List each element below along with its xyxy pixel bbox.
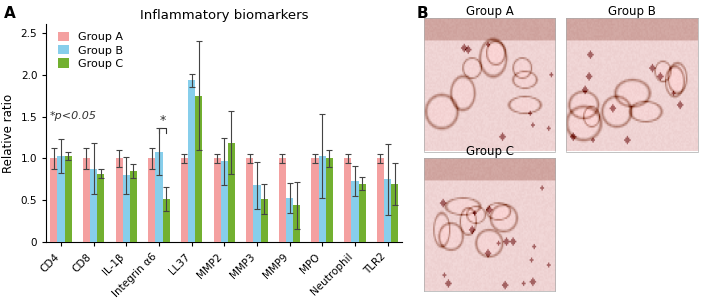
Bar xyxy=(359,184,366,242)
Bar xyxy=(90,168,98,242)
Bar xyxy=(195,95,202,242)
Bar xyxy=(148,158,155,242)
Bar xyxy=(181,158,188,242)
Bar xyxy=(261,199,268,242)
Bar xyxy=(246,158,253,242)
Legend: Group A, Group B, Group C: Group A, Group B, Group C xyxy=(56,30,125,71)
Title: Group B: Group B xyxy=(608,5,656,18)
Bar xyxy=(58,156,65,242)
Text: A: A xyxy=(4,6,16,21)
Bar xyxy=(228,142,235,242)
Bar xyxy=(130,171,137,242)
Bar xyxy=(65,156,72,242)
Text: *: * xyxy=(159,115,166,128)
Bar xyxy=(391,184,398,242)
Bar xyxy=(51,158,58,242)
Bar xyxy=(188,81,195,242)
Bar xyxy=(319,156,326,242)
Bar xyxy=(293,205,300,242)
Y-axis label: Relative ratio: Relative ratio xyxy=(2,94,15,173)
Bar xyxy=(286,198,293,242)
Bar xyxy=(155,152,162,242)
Bar xyxy=(221,161,228,242)
Title: Group C: Group C xyxy=(466,145,513,158)
Bar xyxy=(115,158,122,242)
Bar xyxy=(377,158,384,242)
Bar xyxy=(83,158,90,242)
Bar xyxy=(214,158,221,242)
Bar xyxy=(162,199,169,242)
Bar xyxy=(98,174,105,242)
Title: Inflammatory biomarkers: Inflammatory biomarkers xyxy=(140,9,308,22)
Bar xyxy=(351,181,359,242)
Text: *p<0.05: *p<0.05 xyxy=(50,111,97,121)
Bar xyxy=(279,158,286,242)
Bar xyxy=(344,158,351,242)
Bar xyxy=(384,179,391,242)
Text: B: B xyxy=(417,6,428,21)
Bar xyxy=(253,185,261,242)
Title: Group A: Group A xyxy=(466,5,513,18)
Bar xyxy=(326,158,333,242)
Bar xyxy=(311,158,319,242)
Bar xyxy=(122,175,130,242)
